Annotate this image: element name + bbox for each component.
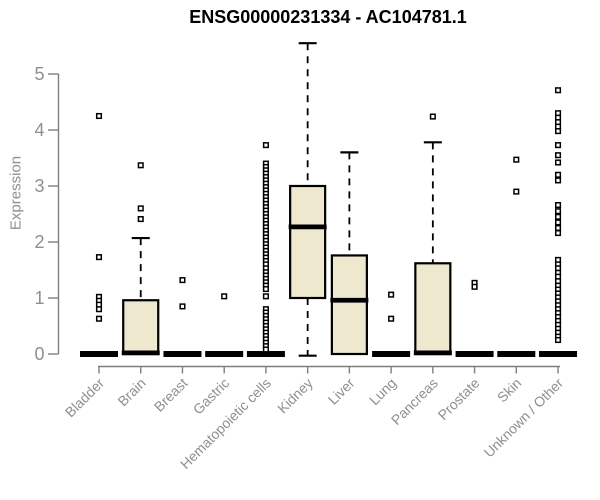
outlier-point-unknown-other bbox=[554, 219, 562, 226]
outlier-point-hematopoietic-cells bbox=[262, 142, 269, 149]
box-pancreas bbox=[414, 262, 452, 356]
y-tick-label: 0 bbox=[34, 344, 44, 364]
outlier-point-lung bbox=[388, 315, 395, 322]
outlier-point-brain bbox=[137, 162, 144, 169]
outlier-point-unknown-other bbox=[554, 152, 562, 159]
outlier-point-hematopoietic-cells bbox=[262, 285, 269, 293]
y-tick-label: 1 bbox=[34, 288, 44, 308]
box-brain bbox=[122, 299, 160, 356]
outlier-point-hematopoietic-cells bbox=[262, 346, 269, 353]
outlier-point-breast bbox=[179, 277, 186, 284]
outlier-point-lung bbox=[388, 291, 395, 298]
outlier-point-unknown-other bbox=[554, 213, 562, 220]
outlier-point-brain bbox=[137, 205, 144, 212]
x-category-label-breast: Breast bbox=[151, 375, 191, 415]
outlier-point-unknown-other bbox=[554, 201, 562, 209]
outlier-point-skin bbox=[513, 188, 520, 195]
outlier-point-unknown-other bbox=[554, 142, 562, 149]
outlier-point-bladder bbox=[95, 112, 103, 120]
outlier-point-hematopoietic-cells bbox=[262, 293, 269, 300]
y-tick-label: 5 bbox=[34, 64, 44, 84]
x-category-label-liver: Liver bbox=[325, 375, 358, 408]
outlier-point-unknown-other bbox=[554, 128, 562, 135]
outlier-point-skin bbox=[513, 156, 520, 163]
outlier-point-brain bbox=[137, 215, 144, 223]
x-category-label-lung: Lung bbox=[366, 375, 399, 408]
x-category-label-brain: Brain bbox=[114, 375, 148, 409]
y-tick-label: 4 bbox=[34, 120, 44, 140]
chart-title: ENSG00000231334 - AC104781.1 bbox=[189, 7, 467, 27]
box-liver bbox=[330, 254, 368, 356]
outlier-point-pancreas bbox=[429, 113, 436, 120]
x-category-label-kidney: Kidney bbox=[274, 375, 316, 417]
outlier-point-bladder bbox=[95, 254, 103, 261]
x-category-label-unknown-other: Unknown / Other bbox=[481, 375, 567, 461]
outlier-point-unknown-other bbox=[554, 336, 562, 344]
outlier-point-breast bbox=[179, 303, 186, 310]
x-category-label-bladder: Bladder bbox=[62, 375, 108, 421]
outlier-point-unknown-other bbox=[554, 208, 562, 215]
y-tick-label: 2 bbox=[34, 232, 44, 252]
outlier-point-prostate bbox=[471, 283, 478, 290]
outlier-point-unknown-other bbox=[554, 87, 562, 94]
x-category-label-prostate: Prostate bbox=[435, 375, 483, 423]
outlier-point-gastric bbox=[221, 293, 228, 300]
outlier-point-bladder bbox=[95, 306, 103, 313]
outlier-point-unknown-other bbox=[554, 159, 562, 166]
outlier-point-unknown-other bbox=[554, 171, 562, 178]
box-kidney bbox=[289, 184, 327, 300]
outlier-point-unknown-other bbox=[554, 177, 562, 184]
x-category-label-skin: Skin bbox=[494, 375, 525, 406]
y-tick-label: 3 bbox=[34, 176, 44, 196]
outlier-point-bladder bbox=[95, 315, 103, 322]
outlier-point-unknown-other bbox=[554, 224, 562, 232]
outlier-point-unknown-other bbox=[554, 229, 562, 237]
